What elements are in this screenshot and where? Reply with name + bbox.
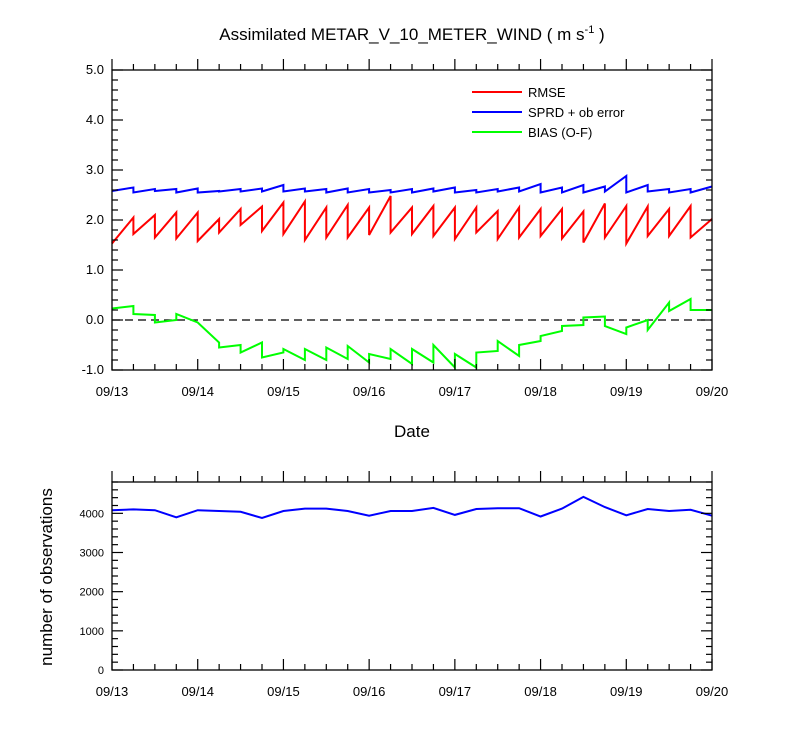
x-tick-label: 09/14	[181, 684, 214, 699]
chart-title-text: Assimilated METAR_V_10_METER_WIND ( m s	[219, 25, 584, 44]
x-tick-label: 09/13	[96, 384, 129, 399]
series-line-sprd-ob-error	[111, 174, 713, 194]
y-tick-label: 3000	[80, 548, 104, 560]
x-tick-label: 09/17	[439, 684, 472, 699]
y-tick-label: 0.0	[86, 312, 104, 327]
x-tick-label: 09/18	[524, 684, 557, 699]
x-axis-label: Date	[394, 422, 430, 441]
x-tick-label: 09/18	[524, 384, 557, 399]
series-line-observations	[111, 495, 713, 520]
y-tick-label: 0	[98, 665, 104, 677]
y-tick-label: 1.0	[86, 262, 104, 277]
y-tick-label: 4000	[80, 508, 104, 520]
y-tick-label: 3.0	[86, 162, 104, 177]
legend-label: RMSE	[528, 85, 566, 100]
y-tick-label: 2000	[80, 587, 104, 599]
y-axis-label-observations: number of observations	[37, 488, 56, 666]
stats-plot: 09/13 09/14 09/15 09/16 09/17 09/18 09/19 09/20…	[82, 59, 729, 399]
y-tick-label: 5.0	[86, 62, 104, 77]
legend: RMSE SPRD + ob error BIAS (O-F)	[472, 85, 625, 140]
chart-title-end: )	[594, 25, 604, 44]
x-tick-label: 09/16	[353, 384, 386, 399]
x-tick-label: 09/16	[353, 684, 386, 699]
y-tick-label: 1000	[80, 626, 104, 638]
y-tick-label: 4.0	[86, 112, 104, 127]
x-tick-label: 09/15	[267, 384, 300, 399]
y-tick-label: -1.0	[82, 362, 104, 377]
legend-label: SPRD + ob error	[528, 105, 625, 120]
x-tick-label: 09/19	[610, 684, 643, 699]
x-tick-label: 09/20	[696, 684, 729, 699]
y-tick-label: 2.0	[86, 212, 104, 227]
chart-title-superscript: -1	[585, 24, 595, 36]
observations-plot: 09/13 09/14 09/15 09/16 09/17 09/18 09/19 09/20…	[80, 471, 729, 699]
series-line-bias-o-f	[111, 297, 712, 370]
chart-title: Assimilated METAR_V_10_METER_WIND ( m s-…	[219, 24, 604, 44]
x-tick-label: 09/15	[267, 684, 300, 699]
legend-label: BIAS (O-F)	[528, 125, 592, 140]
x-tick-label: 09/14	[181, 384, 214, 399]
x-tick-label: 09/13	[96, 684, 129, 699]
x-tick-label: 09/20	[696, 384, 729, 399]
x-tick-label: 09/17	[439, 384, 472, 399]
series-line-rmse	[111, 195, 713, 248]
x-tick-label: 09/19	[610, 384, 643, 399]
